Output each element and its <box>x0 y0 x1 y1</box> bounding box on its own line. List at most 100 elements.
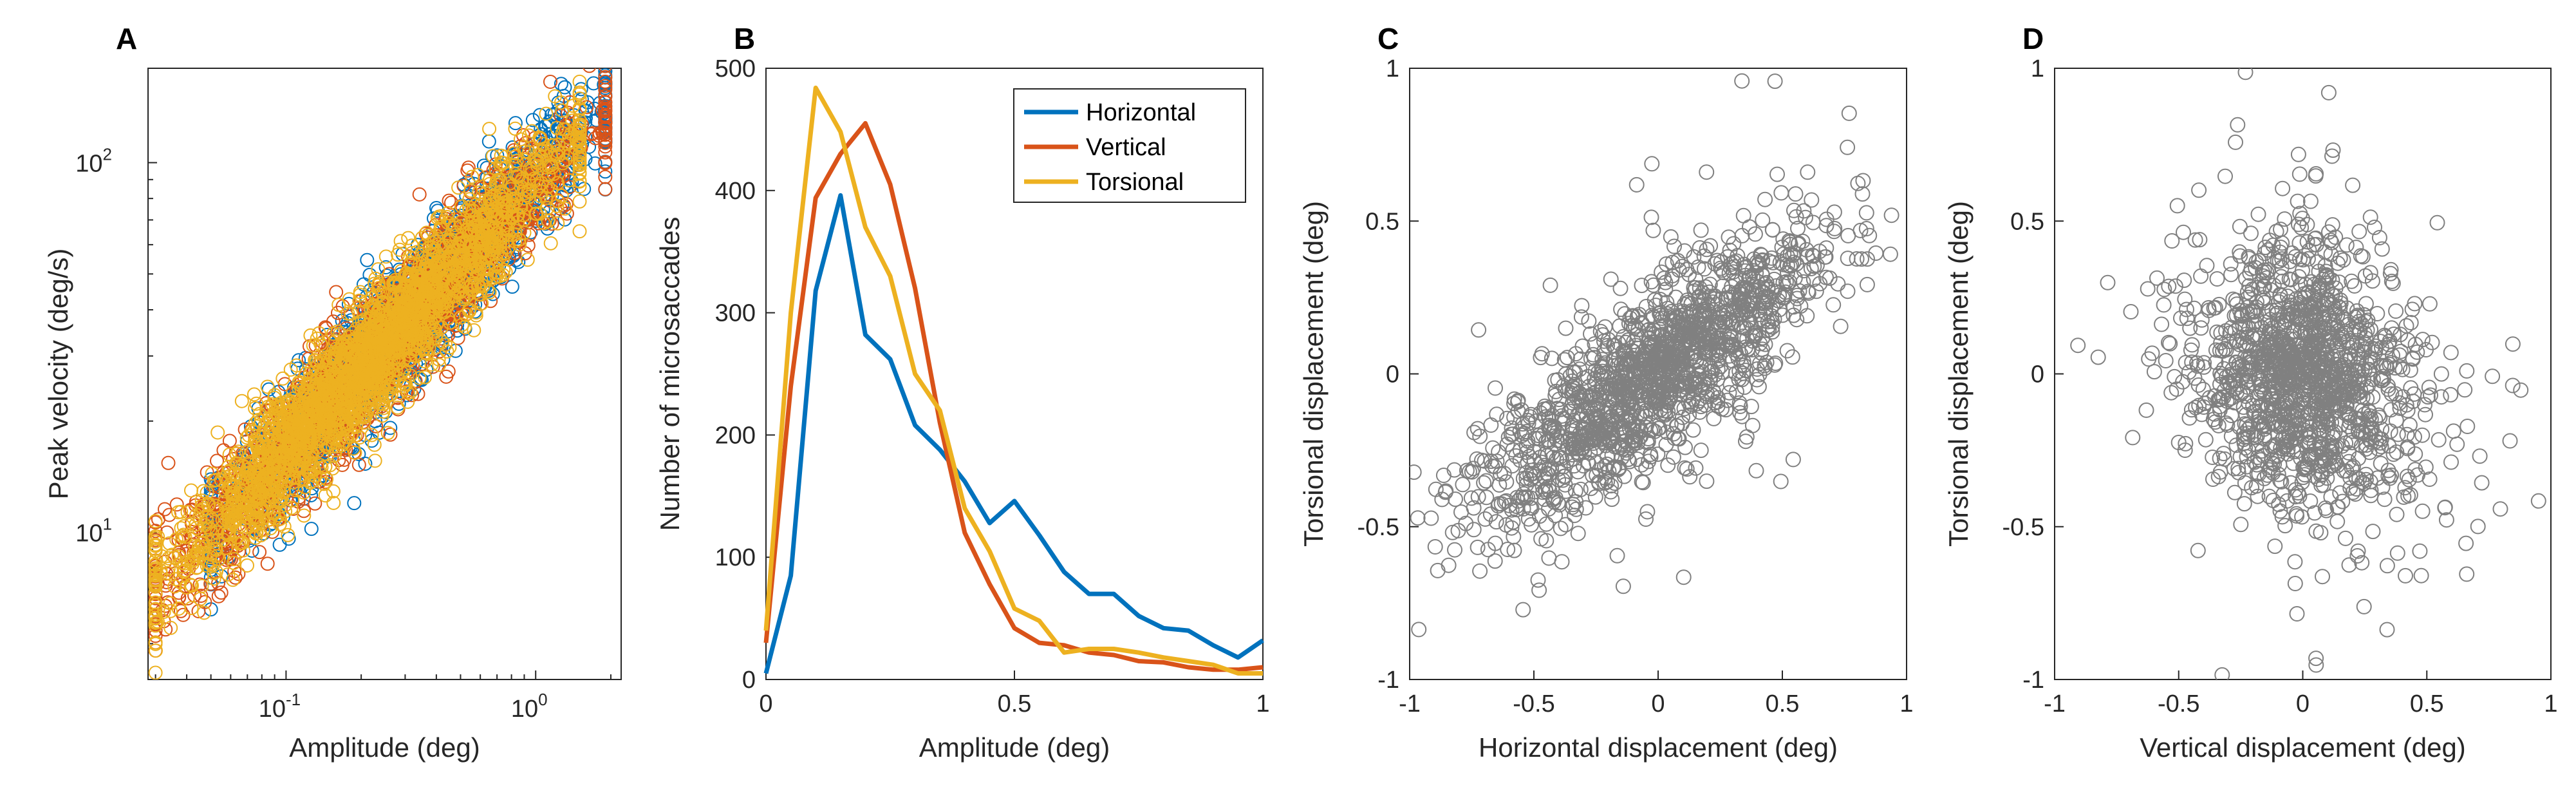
panel-A-point <box>598 82 613 97</box>
panel-A-point <box>227 556 241 570</box>
panel-A-point <box>245 468 259 483</box>
panel-A-point <box>221 464 236 479</box>
panel-A-point <box>577 182 592 196</box>
panel-A-point <box>572 224 587 239</box>
panel-A-point <box>505 280 519 294</box>
panel-A-point <box>260 444 275 459</box>
panel-A-point <box>431 352 446 366</box>
panel-A-point <box>210 453 224 468</box>
panel-A-point <box>590 49 602 62</box>
panel-A-point <box>326 327 341 341</box>
panel-A-point <box>349 419 364 434</box>
panel-A-point <box>378 249 393 264</box>
panel-A-point <box>297 508 312 523</box>
panel-A-point <box>393 234 408 249</box>
panel-A-point <box>358 457 373 471</box>
panel-A-point <box>472 287 487 301</box>
panel-A-point <box>474 296 489 311</box>
panel-A-point <box>471 167 485 182</box>
panel-A-point <box>380 426 395 441</box>
panel-A-point <box>525 113 540 128</box>
panel-A-point <box>598 169 613 184</box>
panel-A-point <box>211 576 226 591</box>
panel-A-point <box>598 182 613 196</box>
panel-A-point <box>364 428 379 442</box>
panel-A-point <box>319 471 334 486</box>
panel-A-point <box>598 68 613 79</box>
panel-A-point <box>557 201 572 216</box>
panel-A-point <box>200 465 214 480</box>
panel-A-point <box>532 108 547 122</box>
panel-A-point <box>412 187 427 202</box>
panel-A-point <box>483 173 497 187</box>
panel-A-point <box>308 496 322 511</box>
panel-A-point <box>412 370 427 385</box>
panel-A-point <box>532 216 546 231</box>
panel-A-point <box>222 433 237 448</box>
panel-A-point <box>260 379 275 394</box>
panel-A-point <box>550 120 565 135</box>
panel-A-point <box>283 362 298 377</box>
panel-A-point <box>371 281 386 296</box>
panel-A-series-torsional <box>148 74 587 679</box>
panel-A-point <box>572 101 587 115</box>
panel-A-point <box>467 176 481 191</box>
panel-A-point <box>456 274 471 289</box>
panel-A-point <box>209 542 223 557</box>
panel-A-point <box>275 448 290 463</box>
panel-A-point <box>510 215 525 230</box>
panel-A-point <box>148 537 163 552</box>
panel-A-point <box>347 496 362 511</box>
panel-A-point <box>281 527 295 542</box>
panel-A-point <box>543 236 558 251</box>
panel-A-point <box>398 377 413 392</box>
panel-A-point <box>442 340 457 355</box>
panel-A-point <box>439 369 454 384</box>
panel-A-point <box>598 104 613 119</box>
panel-A-point <box>459 203 474 218</box>
panel-A-point <box>428 257 443 272</box>
panel-A-point <box>192 577 207 592</box>
panel-A-point <box>148 665 163 679</box>
panel-A-point <box>598 95 613 109</box>
panel-A-point <box>598 139 613 154</box>
panel-A-point <box>184 483 198 498</box>
panel-A-point <box>208 541 223 556</box>
panel-A-frame <box>147 68 622 680</box>
panel-A-point <box>468 263 483 278</box>
panel-A-point <box>530 181 544 196</box>
panel-A-point <box>148 515 163 530</box>
panel-A-point <box>344 307 359 321</box>
panel-A-point <box>572 155 587 169</box>
panel-A-point <box>197 605 212 620</box>
panel-A-point <box>303 328 318 343</box>
panel-A-point <box>378 260 393 274</box>
panel-A-point <box>432 357 447 372</box>
panel-A-point <box>400 394 415 409</box>
panel-A-point <box>207 566 221 580</box>
panel-A-point <box>555 103 570 118</box>
panel-A-point <box>541 158 556 173</box>
panel-A-point <box>279 397 294 412</box>
panel-A-point <box>455 292 470 306</box>
panel-A-point <box>176 527 191 542</box>
panel-A-point <box>508 116 523 131</box>
panel-A-point <box>326 495 341 510</box>
panel-A-point <box>225 573 240 587</box>
panel-A-point <box>521 128 536 143</box>
panel-A-point <box>557 80 572 95</box>
panel-A-point <box>476 279 490 294</box>
panel-A-point <box>148 616 163 630</box>
panel-A-point <box>149 643 163 658</box>
panel-A-point <box>210 425 225 440</box>
panel-A-point <box>415 304 430 319</box>
panel-A-point <box>593 53 606 66</box>
panel-A-point <box>173 603 188 618</box>
panel-A-point <box>438 337 453 352</box>
panel-A-point <box>518 185 532 200</box>
panel-A-point <box>512 237 527 252</box>
panel-A-point <box>158 502 172 517</box>
panel-A-point <box>205 466 219 481</box>
panel-A-point <box>169 497 184 512</box>
panel-A-point <box>161 551 176 565</box>
